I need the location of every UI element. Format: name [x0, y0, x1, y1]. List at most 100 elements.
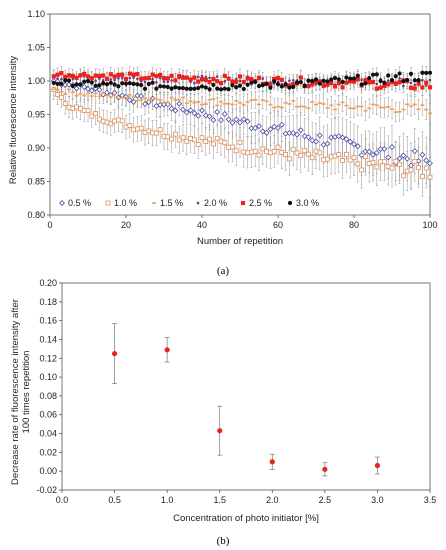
data-point: [412, 159, 418, 164]
data-point: [55, 81, 60, 86]
data-point: [113, 78, 116, 82]
data-point: [196, 75, 200, 79]
data-point: [165, 134, 171, 140]
data-point: [240, 200, 246, 206]
y-tick-label: 0.14: [39, 334, 57, 344]
data-point: [237, 139, 243, 145]
data-point: [145, 99, 152, 106]
data-point: [123, 77, 129, 82]
data-point: [165, 84, 170, 90]
data-point: [100, 118, 106, 124]
data-point: [348, 76, 353, 81]
data-point: [173, 78, 178, 83]
data-point: [370, 151, 376, 158]
chart-b-tick-labels: -0.02 0.00 0.02 0.04 0.06 0.08 0.10 0.12 0.14 0.1…: [36, 278, 436, 505]
data-point: [347, 138, 354, 145]
data-point: [355, 77, 360, 82]
data-point: [248, 149, 254, 155]
legend-label: 1.0 %: [114, 198, 137, 208]
data-point: [393, 111, 398, 113]
data-point: [335, 133, 342, 140]
data-point: [317, 102, 322, 104]
data-point: [234, 85, 239, 90]
data-point: [290, 130, 297, 137]
data-point: [120, 97, 125, 99]
data-point: [288, 79, 291, 82]
chart-a-tick-labels: 0.80 0.85 0.90 0.95 1.00 1.05 1.10 0 20 40 60 80 100: [27, 9, 437, 230]
data-point: [344, 104, 349, 107]
data-point: [275, 144, 281, 150]
data-point: [127, 81, 132, 86]
data-point: [367, 76, 372, 81]
data-point: [162, 101, 166, 104]
data-point: [101, 81, 106, 86]
data-point: [119, 118, 125, 124]
data-point: [336, 80, 341, 86]
data-point: [142, 76, 148, 81]
data-point: [130, 98, 137, 105]
data-point: [252, 148, 258, 154]
data-point: [393, 74, 398, 79]
data-point: [229, 119, 236, 126]
data-point: [108, 72, 113, 77]
data-point: [309, 155, 315, 161]
chart-b-ylabel-line-2: 100 times repetition: [21, 351, 32, 434]
y-tick-label: 0.02: [39, 447, 57, 457]
data-point: [424, 80, 429, 85]
legend-item: 1.5 %: [152, 198, 183, 208]
data-point: [405, 103, 410, 106]
data-point: [63, 74, 68, 80]
data-point: [398, 77, 401, 80]
data-point: [268, 82, 273, 87]
data-point: [241, 79, 246, 85]
data-point: [286, 130, 293, 136]
data-point: [421, 78, 424, 82]
data-point: [60, 77, 63, 81]
data-point: [287, 103, 292, 105]
data-point: [234, 77, 238, 81]
data-point: [226, 102, 231, 105]
data-point: [340, 85, 345, 90]
data-point: [244, 118, 251, 125]
data-point: [165, 76, 170, 81]
data-point: [192, 101, 197, 104]
data-point: [123, 81, 129, 86]
data-point: [351, 76, 357, 81]
data-point: [234, 100, 239, 102]
data-point: [408, 167, 414, 173]
data-point: [85, 86, 91, 92]
data-point: [89, 76, 94, 81]
chart-a-points: [50, 70, 433, 180]
data-point: [275, 75, 281, 81]
data-point: [168, 105, 175, 112]
data-point: [73, 85, 80, 92]
data-point: [260, 83, 265, 88]
data-point: [351, 79, 357, 84]
data-point: [291, 82, 296, 87]
data-point: [184, 86, 189, 91]
data-point: [154, 74, 159, 79]
data-point: [397, 80, 402, 85]
data-point: [252, 125, 259, 131]
data-point: [89, 113, 95, 119]
data-point: [386, 82, 391, 87]
data-point: [82, 79, 87, 84]
data-point: [150, 72, 155, 77]
data-point: [416, 81, 421, 86]
data-point: [359, 82, 364, 87]
data-point: [401, 108, 406, 111]
data-point: [374, 86, 379, 91]
data-point: [184, 102, 189, 105]
data-point: [413, 83, 417, 87]
data-point: [59, 81, 64, 86]
data-point: [400, 152, 407, 159]
data-point: [196, 85, 201, 91]
data-point: [237, 83, 243, 88]
data-point: [162, 80, 166, 84]
data-point: [51, 80, 56, 86]
data-point: [230, 79, 235, 84]
data-point: [264, 100, 269, 103]
data-point: [354, 143, 361, 150]
data-point: [152, 202, 156, 204]
data-point: [150, 80, 155, 85]
